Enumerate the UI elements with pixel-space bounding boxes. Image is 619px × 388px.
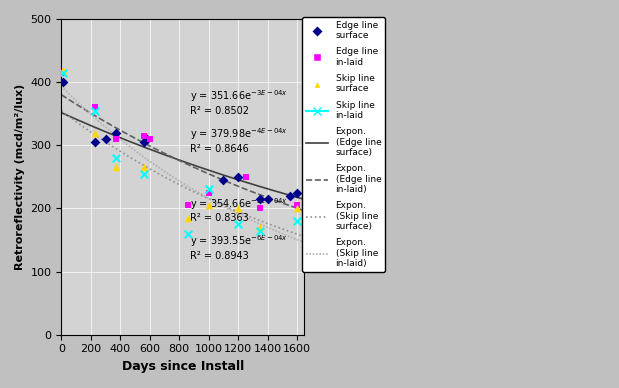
- Y-axis label: Retroreflectivity (mcd/m²/lux): Retroreflectivity (mcd/m²/lux): [15, 84, 25, 270]
- Point: [285, 193, 295, 199]
- Point: [101, 136, 111, 142]
- Point: [58, 79, 68, 85]
- Point: [204, 202, 214, 208]
- Point: [139, 171, 149, 177]
- Point: [241, 174, 251, 180]
- Point: [255, 227, 265, 234]
- Point: [292, 190, 302, 196]
- Point: [233, 205, 243, 211]
- Point: [233, 174, 243, 180]
- Text: y = 379.98e$^{-4E-04x}$
R² = 0.8646: y = 379.98e$^{-4E-04x}$ R² = 0.8646: [189, 126, 287, 154]
- Point: [292, 218, 302, 224]
- Point: [90, 104, 100, 111]
- Text: y = 393.55e$^{-6E-04x}$
R² = 0.8943: y = 393.55e$^{-6E-04x}$ R² = 0.8943: [189, 234, 287, 261]
- Point: [204, 186, 214, 192]
- Point: [111, 130, 121, 136]
- Point: [219, 177, 228, 183]
- Point: [142, 136, 152, 142]
- Point: [139, 139, 149, 145]
- Point: [183, 202, 193, 208]
- Point: [139, 133, 149, 139]
- Point: [58, 66, 68, 73]
- Point: [255, 196, 265, 202]
- Point: [58, 69, 68, 76]
- Legend: Edge line
surface, Edge line
in-laid, Skip line
surface, Skip line
in-laid, Expo: Edge line surface, Edge line in-laid, Sk…: [302, 17, 385, 272]
- Point: [262, 196, 272, 202]
- Point: [292, 202, 302, 208]
- Point: [183, 215, 193, 221]
- Text: y = 354.66e$^{-5E-04x}$
R² = 0.8363: y = 354.66e$^{-5E-04x}$ R² = 0.8363: [189, 196, 287, 223]
- Point: [183, 230, 193, 237]
- Point: [255, 205, 265, 211]
- Point: [111, 164, 121, 170]
- Point: [90, 107, 100, 114]
- Point: [204, 190, 214, 196]
- Point: [255, 224, 265, 230]
- Point: [139, 164, 149, 170]
- Point: [111, 155, 121, 161]
- Point: [90, 139, 100, 145]
- Point: [292, 205, 302, 211]
- Point: [145, 136, 155, 142]
- Point: [58, 69, 68, 76]
- Text: y = 351.66e$^{-3E-04x}$
R² = 0.8502: y = 351.66e$^{-3E-04x}$ R² = 0.8502: [189, 88, 287, 116]
- X-axis label: Days since Install: Days since Install: [122, 360, 244, 373]
- Point: [111, 136, 121, 142]
- Point: [90, 130, 100, 136]
- Point: [233, 221, 243, 227]
